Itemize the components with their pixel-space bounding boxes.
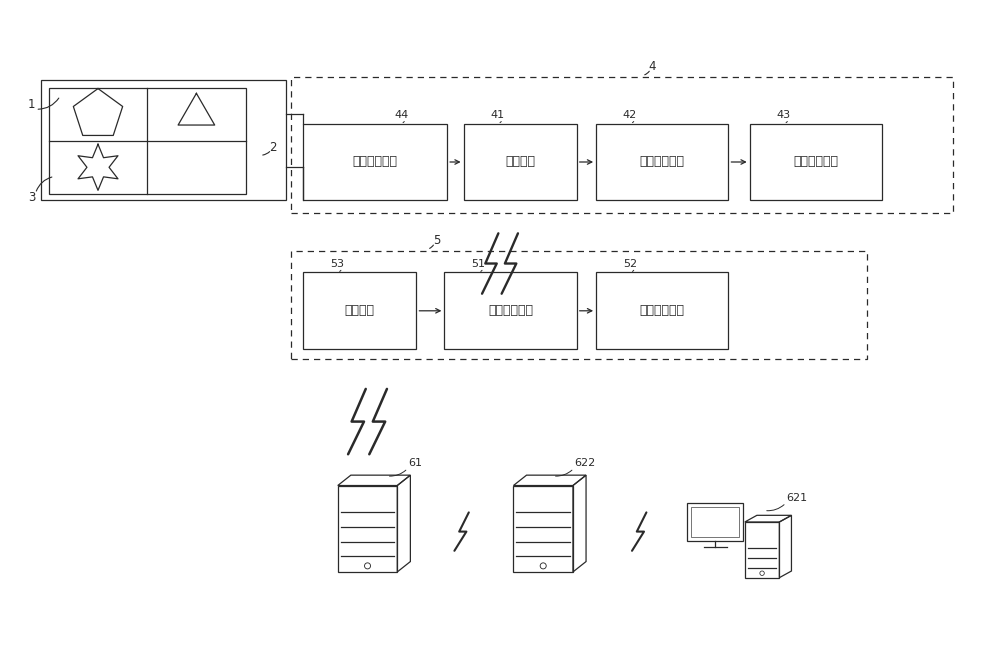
Bar — [464, 123, 577, 201]
Bar — [303, 123, 447, 201]
Text: 第一发送电路: 第一发送电路 — [793, 156, 838, 168]
Bar — [691, 507, 739, 537]
Text: 53: 53 — [330, 259, 344, 269]
Text: 43: 43 — [776, 110, 791, 120]
Bar — [291, 77, 953, 213]
Text: 44: 44 — [394, 110, 409, 120]
Bar — [41, 81, 286, 201]
Text: 采集电路: 采集电路 — [505, 156, 535, 168]
Text: 622: 622 — [574, 458, 595, 469]
Bar — [596, 123, 728, 201]
Bar — [596, 273, 728, 349]
Text: 第二发送电路: 第二发送电路 — [640, 304, 685, 317]
Bar — [444, 273, 577, 349]
Text: 第二转换电路: 第二转换电路 — [488, 304, 533, 317]
Text: 51: 51 — [471, 259, 485, 269]
Text: 接收电路: 接收电路 — [345, 304, 375, 317]
Bar — [687, 503, 743, 541]
Bar — [303, 273, 416, 349]
Text: 4: 4 — [649, 61, 656, 73]
Text: 第一转换电路: 第一转换电路 — [640, 156, 685, 168]
Text: 42: 42 — [623, 110, 637, 120]
Text: 5: 5 — [433, 234, 440, 248]
Bar — [745, 522, 779, 578]
Text: 2: 2 — [270, 141, 277, 154]
Bar — [750, 123, 882, 201]
Bar — [291, 251, 867, 359]
Bar — [49, 88, 246, 193]
Text: 3: 3 — [28, 191, 35, 204]
Text: 52: 52 — [623, 259, 637, 269]
Text: 1: 1 — [28, 98, 35, 111]
Text: 41: 41 — [490, 110, 505, 120]
Text: 621: 621 — [786, 493, 807, 503]
Text: 时序控制电路: 时序控制电路 — [353, 156, 398, 168]
Text: 61: 61 — [408, 458, 422, 469]
